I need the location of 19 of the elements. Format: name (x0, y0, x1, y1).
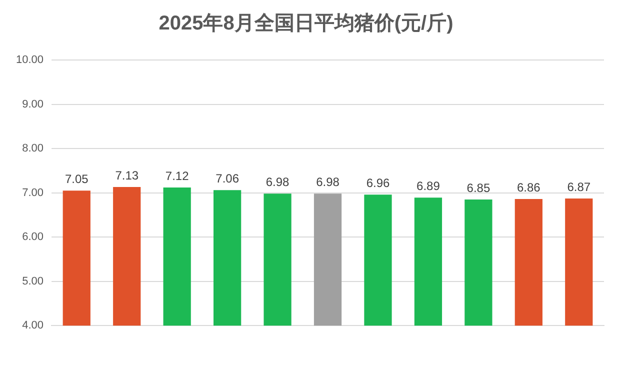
data-label: 6.86 (516, 180, 541, 194)
data-label: 6.96 (366, 176, 390, 190)
data-label: 6.85 (466, 180, 490, 195)
data-label: 6.87 (567, 180, 591, 194)
chart-title: 2025年8月全国日平均猪价(元/斤) (158, 12, 454, 35)
data-label: 7.12 (165, 168, 190, 183)
data-label: 7.05 (64, 172, 89, 186)
y-tick-label: 10.00 (16, 54, 44, 66)
y-tick-label: 4.00 (22, 320, 44, 332)
data-label: 6.98 (266, 175, 290, 189)
data-label: 6.89 (416, 178, 440, 193)
y-tick-label: 5.00 (22, 275, 44, 288)
data-label: 7.06 (216, 171, 240, 186)
y-tick-label: 7.00 (22, 186, 44, 199)
y-tick-label: 8.00 (22, 142, 44, 155)
y-tick-label: 6.00 (22, 231, 44, 244)
data-label: 6.98 (316, 175, 340, 189)
y-tick-label: 9.00 (22, 98, 44, 110)
data-label: 7.13 (115, 168, 139, 182)
